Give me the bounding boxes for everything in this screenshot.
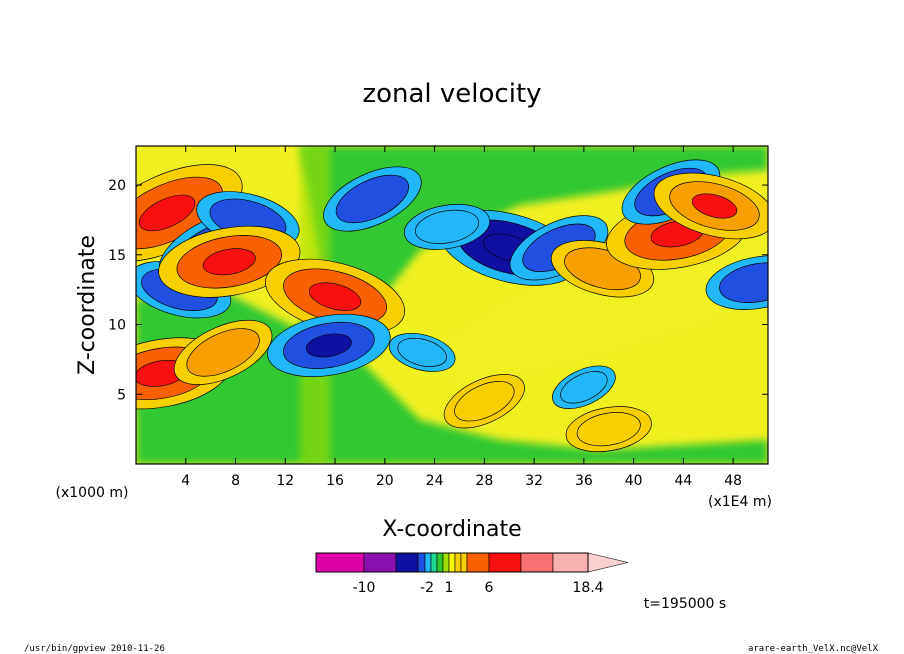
contour-feature xyxy=(323,166,422,232)
x-tick-label: 12 xyxy=(276,473,294,489)
footer-right: arare-earth_VelX.nc@VelX xyxy=(748,644,879,654)
colorbar-segment xyxy=(466,552,490,573)
y-tick-label: 5 xyxy=(117,387,126,403)
y-axis-unit: (x1000 m) xyxy=(56,485,129,501)
x-tick-label: 4 xyxy=(181,473,190,489)
colorbar-tick-label: 18.4 xyxy=(572,580,603,596)
contour-feature xyxy=(403,203,491,250)
colorbar-segment xyxy=(395,552,419,573)
y-tick-label: 20 xyxy=(108,178,126,194)
y-tick-label: 15 xyxy=(108,248,126,264)
contour-features xyxy=(136,159,768,453)
y-axis: 5 10 15 20 xyxy=(108,178,768,403)
chart-title: zonal velocity xyxy=(362,79,541,109)
colorbar-segment xyxy=(442,552,450,573)
colorbar-segment xyxy=(436,552,444,573)
x-tick-label: 8 xyxy=(231,473,240,489)
x-tick-label: 32 xyxy=(525,473,543,489)
contour-core xyxy=(415,209,480,244)
x-tick-label: 16 xyxy=(326,473,344,489)
x-tick-label: 40 xyxy=(625,473,643,489)
x-tick-label: 44 xyxy=(674,473,692,489)
plot-area xyxy=(136,146,768,464)
plot-frame xyxy=(135,145,769,465)
contour-core xyxy=(335,174,409,224)
colorbar-tick-label: -2 xyxy=(420,580,434,596)
contour-feature xyxy=(565,406,652,453)
colorbar xyxy=(315,552,629,573)
y-axis-label: Z-coordinate xyxy=(75,235,100,375)
contour-peak xyxy=(202,248,256,276)
contour-feature xyxy=(136,164,243,262)
contour-feature xyxy=(705,255,768,310)
contour-feature xyxy=(443,374,525,429)
contour-core xyxy=(454,381,515,422)
contour-peak xyxy=(138,194,196,232)
colorbar-tick-labels: -10 -2 1 6 18.4 xyxy=(353,580,604,596)
x-axis-unit: (x1E4 m) xyxy=(708,494,772,510)
x-axis: 4 8 12 16 20 24 28 32 36 40 44 48 xyxy=(181,146,742,489)
colorbar-segment xyxy=(424,552,432,573)
colorbar-segment xyxy=(417,552,426,573)
contour-feature xyxy=(265,258,406,335)
colorbar-arrow xyxy=(587,552,629,573)
contour-feature xyxy=(388,333,456,372)
colorbar-segment xyxy=(460,552,468,573)
x-tick-label: 24 xyxy=(426,473,444,489)
contour-feature xyxy=(158,225,301,298)
x-tick-label: 48 xyxy=(724,473,742,489)
contour-core xyxy=(576,412,641,447)
colorbar-tick-label: -10 xyxy=(353,580,376,596)
y-tick-label: 10 xyxy=(108,318,126,334)
colorbar-frame xyxy=(315,552,589,573)
contour-core xyxy=(397,337,447,367)
colorbar-tick-label: 6 xyxy=(485,580,494,596)
colorbar-segment xyxy=(448,552,456,573)
contour-feature xyxy=(653,172,768,240)
x-tick-label: 20 xyxy=(376,473,394,489)
contour-peak xyxy=(305,333,352,358)
colorbar-segment xyxy=(363,552,397,573)
x-tick-label: 36 xyxy=(575,473,593,489)
contour-peak xyxy=(308,282,362,311)
colorbar-segment xyxy=(430,552,438,573)
contour-core xyxy=(719,262,768,303)
time-label: t=195000 s xyxy=(644,596,726,612)
footer-left: /usr/bin/gpview 2010-11-26 xyxy=(24,644,165,654)
contour-core xyxy=(560,371,608,404)
contour-feature xyxy=(173,319,273,385)
contour-feature xyxy=(267,313,391,377)
colorbar-segment xyxy=(488,552,522,573)
contour-core xyxy=(186,328,260,377)
colorbar-segment xyxy=(552,552,589,573)
colorbar-segment xyxy=(520,552,554,573)
colorbar-segment xyxy=(315,552,365,573)
contour-feature xyxy=(552,365,616,410)
colorbar-segment xyxy=(454,552,462,573)
contour-peak xyxy=(691,193,738,219)
colorbar-tick-label: 1 xyxy=(445,580,454,596)
x-axis-label: X-coordinate xyxy=(382,517,521,542)
x-tick-label: 28 xyxy=(475,473,493,489)
